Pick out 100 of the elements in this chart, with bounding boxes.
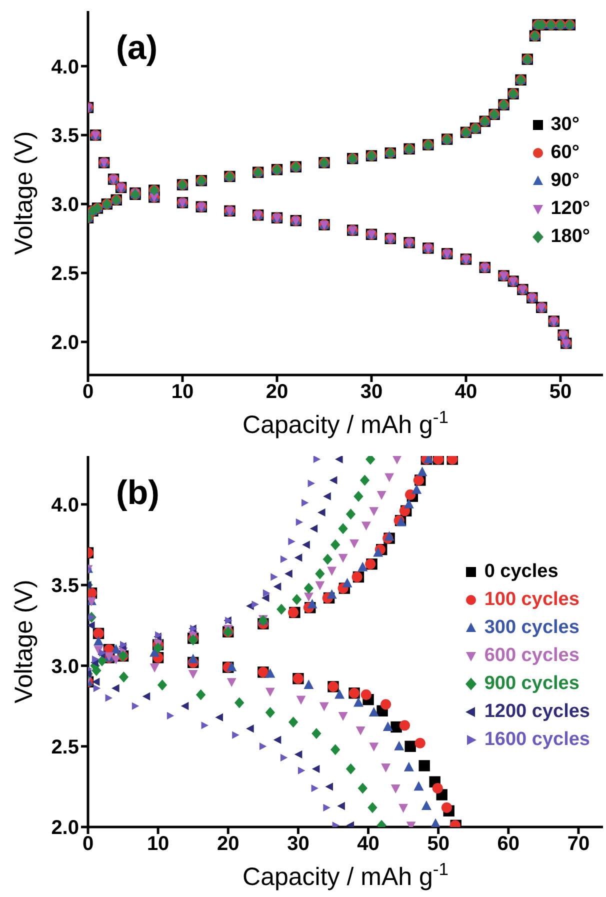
point: [252, 600, 259, 608]
point: [226, 662, 237, 672]
legend-label: 900 cycles: [484, 672, 580, 696]
point: [318, 508, 326, 517]
point: [412, 484, 422, 494]
annotation: (b): [116, 474, 160, 512]
point: [330, 539, 340, 550]
point: [259, 742, 267, 750]
point: [270, 573, 278, 581]
x-tick-label: 30: [360, 381, 383, 404]
y-tick-label: 3.5: [51, 575, 79, 598]
point: [304, 680, 314, 690]
legend-label: 300 cycles: [484, 616, 580, 640]
point: [261, 594, 270, 602]
point: [276, 604, 286, 615]
point: [142, 692, 150, 700]
point: [346, 508, 356, 520]
point: [326, 589, 337, 599]
point: [166, 712, 174, 720]
point: [312, 728, 322, 739]
point: [92, 655, 100, 664]
point: [150, 664, 160, 672]
point: [421, 800, 432, 810]
point: [157, 680, 168, 691]
point: [294, 750, 302, 759]
point: [88, 621, 95, 630]
point: [342, 578, 352, 588]
point: [430, 818, 441, 827]
point: [369, 507, 379, 516]
point: [394, 740, 404, 750]
annotation: (a): [116, 29, 158, 67]
point: [201, 722, 208, 730]
point: [327, 566, 337, 576]
point: [92, 678, 100, 686]
point: [215, 713, 224, 722]
point: [390, 784, 400, 794]
x-tick-label: 0: [82, 381, 94, 404]
point: [369, 742, 379, 752]
point: [404, 762, 414, 772]
point: [315, 581, 325, 590]
point: [234, 697, 244, 708]
point: [280, 754, 288, 762]
point: [311, 784, 318, 792]
point: [404, 740, 416, 752]
point: [322, 554, 332, 565]
point: [358, 782, 368, 794]
point: [298, 766, 306, 774]
y-tick-label: 2.5: [51, 263, 79, 286]
x-tick-label: 30: [287, 833, 310, 856]
y-tick-label: 2.0: [51, 817, 79, 840]
point: [380, 699, 392, 710]
point: [226, 678, 236, 687]
point: [384, 531, 394, 541]
point: [384, 473, 394, 482]
y-axis-title: Voltage (V): [10, 131, 38, 255]
point: [417, 466, 428, 476]
point: [105, 694, 112, 702]
point: [441, 802, 452, 813]
point: [94, 636, 104, 646]
point: [273, 582, 282, 591]
x-axis-title: Capacity / mAh g$^{-1}$: [242, 859, 448, 891]
point: [97, 655, 107, 666]
point: [153, 642, 163, 654]
x-tick-label: 0: [82, 833, 94, 856]
point: [180, 702, 189, 710]
point: [262, 589, 270, 597]
point: [273, 736, 282, 744]
point: [308, 480, 315, 488]
point: [381, 764, 390, 772]
point: [246, 724, 254, 733]
legend-label: 600 cycles: [484, 644, 580, 668]
point: [196, 689, 206, 700]
point: [292, 594, 302, 606]
point: [323, 804, 330, 812]
point: [360, 689, 372, 700]
point: [294, 554, 302, 562]
point: [392, 456, 402, 464]
x-tick-label: 60: [497, 833, 520, 856]
point: [111, 644, 122, 654]
point: [315, 568, 325, 580]
x-tick-label: 10: [146, 833, 170, 856]
y-tick-label: 2.5: [51, 736, 79, 758]
legend-label: 1600 cycles: [484, 728, 590, 752]
point: [368, 802, 378, 814]
legend-label: 90°: [550, 169, 580, 194]
y-tick-label: 2.0: [51, 332, 79, 354]
point: [265, 706, 276, 718]
legend-label: 0 cycles: [484, 560, 558, 584]
x-tick-label: 20: [266, 381, 288, 404]
point: [265, 668, 276, 678]
x-tick-label: 70: [567, 833, 590, 856]
point: [313, 456, 321, 464]
point: [188, 670, 198, 679]
point: [232, 731, 240, 739]
point: [296, 518, 304, 526]
point: [376, 490, 386, 500]
point: [265, 688, 275, 697]
y-tick-label: 3.0: [51, 656, 79, 678]
point: [307, 598, 318, 608]
x-axis-title: Capacity / mAh g$^{-1}$: [242, 407, 448, 439]
